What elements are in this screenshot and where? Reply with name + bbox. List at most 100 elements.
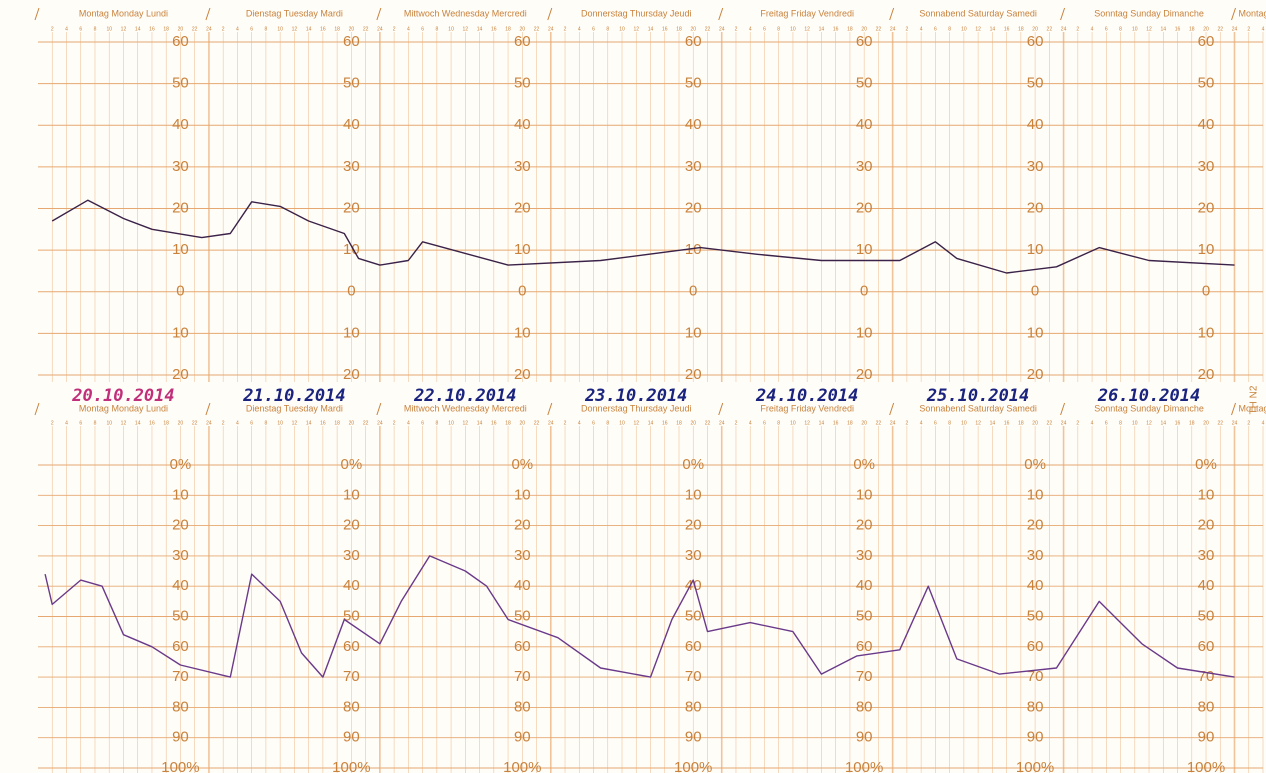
hour-tick-label: 22: [363, 26, 369, 32]
hour-tick-label: 14: [648, 420, 654, 426]
hour-tick-label: 24: [1232, 420, 1238, 426]
y-tick-label: 60: [514, 33, 531, 50]
hour-tick-label: 14: [135, 420, 141, 426]
hour-tick-label: 10: [619, 420, 625, 426]
y-tick-label: 20: [1198, 517, 1215, 534]
y-tick-label: 0%: [1024, 456, 1046, 473]
y-tick-label: 30: [856, 547, 873, 564]
day-label: Dienstag Tuesday Mardi: [246, 8, 343, 18]
y-tick-label: 100%: [503, 759, 541, 773]
hour-tick-label: 18: [847, 420, 853, 426]
hour-tick-label: 12: [463, 420, 469, 426]
day-label: Montag: [1239, 8, 1266, 18]
y-tick-label: 10: [685, 324, 702, 341]
y-tick-label: 30: [514, 158, 531, 175]
y-tick-label: 100%: [1016, 759, 1054, 773]
y-tick-label: 30: [685, 158, 702, 175]
hour-tick-label: 10: [106, 420, 112, 426]
day-label: Montag Monday Lundi: [79, 8, 168, 18]
hour-tick-label: 6: [1105, 420, 1108, 426]
hour-tick-label: 4: [578, 420, 581, 426]
hour-tick-label: 16: [491, 26, 497, 32]
y-tick-label: 0%: [511, 456, 533, 473]
hour-tick-label: 4: [920, 26, 923, 32]
date-note: 25.10.2014: [926, 386, 1029, 406]
hour-tick-label: 18: [334, 26, 340, 32]
y-tick-label: 0%: [341, 456, 363, 473]
y-tick-label: 30: [1198, 158, 1215, 175]
y-tick-label: 20: [856, 366, 873, 383]
y-tick-label: 20: [514, 366, 531, 383]
hour-tick-label: 18: [1189, 420, 1195, 426]
hour-tick-label: 2: [393, 26, 396, 32]
y-tick-label: 20: [343, 199, 360, 216]
hour-tick-label: 24: [1061, 26, 1067, 32]
hour-tick-label: 20: [349, 420, 355, 426]
hour-tick-label: 22: [192, 26, 198, 32]
hour-tick-label: 8: [1119, 26, 1122, 32]
y-tick-label: 0%: [1195, 456, 1217, 473]
y-tick-label: 0: [176, 283, 184, 300]
hour-tick-label: 2: [393, 420, 396, 426]
y-tick-label: 60: [343, 33, 360, 50]
hour-tick-label: 2: [1247, 26, 1250, 32]
y-tick-label: 40: [685, 116, 702, 133]
y-tick-label: 0: [1202, 283, 1210, 300]
y-tick-label: 100%: [332, 759, 370, 773]
hour-tick-label: 8: [265, 420, 268, 426]
y-tick-label: 60: [685, 638, 702, 655]
hour-tick-label: 8: [94, 420, 97, 426]
hour-tick-label: 10: [1132, 26, 1138, 32]
hour-tick-label: 8: [777, 420, 780, 426]
day-label: Donnerstag Thursday Jeudi: [581, 8, 691, 18]
y-tick-label: 90: [856, 729, 873, 746]
hour-tick-label: 4: [65, 26, 68, 32]
hour-tick-label: 12: [633, 26, 639, 32]
hour-tick-label: 20: [349, 26, 355, 32]
hour-tick-label: 2: [1076, 26, 1079, 32]
y-tick-label: 60: [1198, 638, 1215, 655]
hour-tick-label: 20: [1203, 26, 1209, 32]
hour-tick-label: 24: [719, 26, 725, 32]
hour-tick-label: 14: [819, 420, 825, 426]
hour-tick-label: 2: [1247, 420, 1250, 426]
y-tick-label: 40: [856, 577, 873, 594]
hour-tick-label: 24: [719, 420, 725, 426]
hour-tick-label: 12: [121, 26, 127, 32]
y-tick-label: 30: [172, 547, 189, 564]
y-tick-label: 0%: [853, 456, 875, 473]
hour-tick-label: 4: [407, 420, 410, 426]
y-tick-label: 40: [343, 116, 360, 133]
y-tick-label: 50: [1027, 607, 1044, 624]
hour-tick-label: 22: [534, 26, 540, 32]
hour-tick-label: 4: [65, 420, 68, 426]
y-tick-label: 20: [1027, 517, 1044, 534]
hour-tick-label: 22: [705, 420, 711, 426]
y-tick-label: 20: [1027, 366, 1044, 383]
hour-tick-label: 18: [505, 26, 511, 32]
hour-tick-label: 16: [1004, 420, 1010, 426]
hour-tick-label: 6: [592, 420, 595, 426]
hour-tick-label: 14: [819, 26, 825, 32]
hour-tick-label: 14: [990, 420, 996, 426]
hour-tick-label: 16: [149, 420, 155, 426]
hour-tick-label: 14: [477, 420, 483, 426]
hour-tick-label: 4: [578, 26, 581, 32]
y-tick-label: 80: [343, 698, 360, 715]
y-tick-label: 0: [1031, 283, 1039, 300]
hour-tick-label: 24: [377, 26, 383, 32]
hour-tick-label: 20: [520, 420, 526, 426]
y-tick-label: 50: [685, 607, 702, 624]
y-tick-label: 40: [343, 577, 360, 594]
y-tick-label: 100%: [1187, 759, 1225, 773]
hour-tick-label: 10: [448, 26, 454, 32]
y-tick-label: 50: [1027, 75, 1044, 92]
hour-tick-label: 14: [306, 420, 312, 426]
hour-tick-label: 8: [94, 26, 97, 32]
y-tick-label: 60: [1027, 33, 1044, 50]
y-tick-label: 90: [1027, 729, 1044, 746]
hour-tick-label: 8: [948, 26, 951, 32]
hour-tick-label: 4: [1091, 26, 1094, 32]
hour-tick-label: 4: [1262, 26, 1265, 32]
hour-tick-label: 20: [178, 26, 184, 32]
